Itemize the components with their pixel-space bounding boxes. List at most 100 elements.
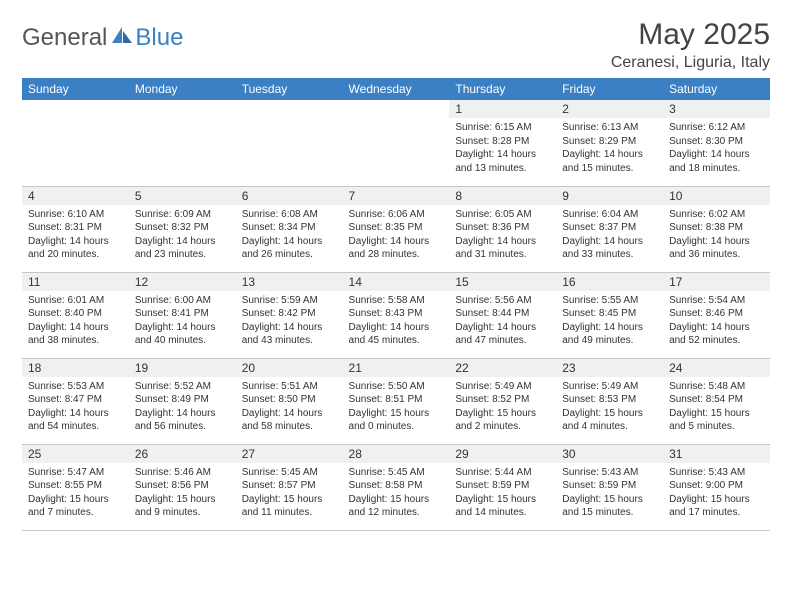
day-details: Sunrise: 5:59 AMSunset: 8:42 PMDaylight:… <box>236 291 343 352</box>
day-number: 17 <box>663 273 770 291</box>
daylight-text: Daylight: 14 hours and 33 minutes. <box>562 235 657 262</box>
sunrise-text: Sunrise: 6:12 AM <box>669 121 764 135</box>
day-details: Sunrise: 6:06 AMSunset: 8:35 PMDaylight:… <box>343 205 450 266</box>
sunset-text: Sunset: 8:37 PM <box>562 221 657 235</box>
day-number: 4 <box>22 187 129 205</box>
day-details: Sunrise: 6:09 AMSunset: 8:32 PMDaylight:… <box>129 205 236 266</box>
daylight-text: Daylight: 14 hours and 28 minutes. <box>349 235 444 262</box>
day-number: 22 <box>449 359 556 377</box>
day-number: 29 <box>449 445 556 463</box>
calendar-week-row: 25Sunrise: 5:47 AMSunset: 8:55 PMDayligh… <box>22 444 770 530</box>
calendar-day-cell: 27Sunrise: 5:45 AMSunset: 8:57 PMDayligh… <box>236 444 343 530</box>
calendar-day-cell: 19Sunrise: 5:52 AMSunset: 8:49 PMDayligh… <box>129 358 236 444</box>
sunset-text: Sunset: 8:32 PM <box>135 221 230 235</box>
day-details: Sunrise: 5:54 AMSunset: 8:46 PMDaylight:… <box>663 291 770 352</box>
calendar-day-cell: 7Sunrise: 6:06 AMSunset: 8:35 PMDaylight… <box>343 186 450 272</box>
calendar-week-row: 4Sunrise: 6:10 AMSunset: 8:31 PMDaylight… <box>22 186 770 272</box>
sunrise-text: Sunrise: 5:58 AM <box>349 294 444 308</box>
calendar-day-cell: 21Sunrise: 5:50 AMSunset: 8:51 PMDayligh… <box>343 358 450 444</box>
day-number: 11 <box>22 273 129 291</box>
calendar-day-cell: 17Sunrise: 5:54 AMSunset: 8:46 PMDayligh… <box>663 272 770 358</box>
sunset-text: Sunset: 8:28 PM <box>455 135 550 149</box>
sunrise-text: Sunrise: 6:10 AM <box>28 208 123 222</box>
day-number: 16 <box>556 273 663 291</box>
day-number: 26 <box>129 445 236 463</box>
daylight-text: Daylight: 15 hours and 14 minutes. <box>455 493 550 520</box>
sunset-text: Sunset: 8:58 PM <box>349 479 444 493</box>
sunrise-text: Sunrise: 5:56 AM <box>455 294 550 308</box>
logo: General Blue <box>22 24 183 52</box>
calendar-week-row: 1Sunrise: 6:15 AMSunset: 8:28 PMDaylight… <box>22 100 770 186</box>
day-details: Sunrise: 5:43 AMSunset: 9:00 PMDaylight:… <box>663 463 770 524</box>
sunset-text: Sunset: 8:45 PM <box>562 307 657 321</box>
sunset-text: Sunset: 8:34 PM <box>242 221 337 235</box>
day-number: 1 <box>449 100 556 118</box>
weekday-header: Wednesday <box>343 78 450 100</box>
day-number: 18 <box>22 359 129 377</box>
daylight-text: Daylight: 14 hours and 54 minutes. <box>28 407 123 434</box>
sunset-text: Sunset: 8:41 PM <box>135 307 230 321</box>
sunrise-text: Sunrise: 5:52 AM <box>135 380 230 394</box>
calendar-day-cell <box>236 100 343 186</box>
sunrise-text: Sunrise: 6:08 AM <box>242 208 337 222</box>
calendar-day-cell: 31Sunrise: 5:43 AMSunset: 9:00 PMDayligh… <box>663 444 770 530</box>
daylight-text: Daylight: 15 hours and 11 minutes. <box>242 493 337 520</box>
sunset-text: Sunset: 8:52 PM <box>455 393 550 407</box>
day-number: 3 <box>663 100 770 118</box>
sunset-text: Sunset: 8:53 PM <box>562 393 657 407</box>
day-details: Sunrise: 5:44 AMSunset: 8:59 PMDaylight:… <box>449 463 556 524</box>
calendar-day-cell: 30Sunrise: 5:43 AMSunset: 8:59 PMDayligh… <box>556 444 663 530</box>
day-number: 30 <box>556 445 663 463</box>
sunset-text: Sunset: 8:47 PM <box>28 393 123 407</box>
day-number: 8 <box>449 187 556 205</box>
sunrise-text: Sunrise: 5:45 AM <box>242 466 337 480</box>
calendar-day-cell <box>22 100 129 186</box>
day-number: 25 <box>22 445 129 463</box>
daylight-text: Daylight: 14 hours and 47 minutes. <box>455 321 550 348</box>
calendar-day-cell: 20Sunrise: 5:51 AMSunset: 8:50 PMDayligh… <box>236 358 343 444</box>
weekday-header: Thursday <box>449 78 556 100</box>
day-number: 9 <box>556 187 663 205</box>
location: Ceranesi, Liguria, Italy <box>611 54 770 72</box>
day-number: 20 <box>236 359 343 377</box>
sunset-text: Sunset: 8:42 PM <box>242 307 337 321</box>
daylight-text: Daylight: 14 hours and 15 minutes. <box>562 148 657 175</box>
day-number: 10 <box>663 187 770 205</box>
calendar-day-cell: 9 Sunrise: 6:04 AMSunset: 8:37 PMDaylight… <box>556 186 663 272</box>
calendar-day-cell: 23Sunrise: 5:49 AMSunset: 8:53 PMDayligh… <box>556 358 663 444</box>
calendar-day-cell: 2 Sunrise: 6:13 AMSunset: 8:29 PMDaylight… <box>556 100 663 186</box>
sunrise-text: Sunrise: 6:04 AM <box>562 208 657 222</box>
daylight-text: Daylight: 14 hours and 45 minutes. <box>349 321 444 348</box>
day-number: 2 <box>556 100 663 118</box>
sunset-text: Sunset: 8:40 PM <box>28 307 123 321</box>
calendar-table: Sunday Monday Tuesday Wednesday Thursday… <box>22 78 770 531</box>
sunrise-text: Sunrise: 5:49 AM <box>562 380 657 394</box>
day-details: Sunrise: 5:49 AMSunset: 8:53 PMDaylight:… <box>556 377 663 438</box>
day-details: Sunrise: 6:15 AMSunset: 8:28 PMDaylight:… <box>449 118 556 179</box>
sunset-text: Sunset: 8:29 PM <box>562 135 657 149</box>
weekday-header: Friday <box>556 78 663 100</box>
weekday-header: Saturday <box>663 78 770 100</box>
sunrise-text: Sunrise: 5:51 AM <box>242 380 337 394</box>
day-details: Sunrise: 6:00 AMSunset: 8:41 PMDaylight:… <box>129 291 236 352</box>
sunrise-text: Sunrise: 6:09 AM <box>135 208 230 222</box>
sunrise-text: Sunrise: 6:05 AM <box>455 208 550 222</box>
sunset-text: Sunset: 8:49 PM <box>135 393 230 407</box>
sunrise-text: Sunrise: 5:55 AM <box>562 294 657 308</box>
day-number: 14 <box>343 273 450 291</box>
calendar-day-cell: 8Sunrise: 6:05 AMSunset: 8:36 PMDaylight… <box>449 186 556 272</box>
sunrise-text: Sunrise: 6:13 AM <box>562 121 657 135</box>
calendar-day-cell: 25Sunrise: 5:47 AMSunset: 8:55 PMDayligh… <box>22 444 129 530</box>
day-number: 13 <box>236 273 343 291</box>
day-number: 21 <box>343 359 450 377</box>
daylight-text: Daylight: 14 hours and 18 minutes. <box>669 148 764 175</box>
calendar-day-cell: 16Sunrise: 5:55 AMSunset: 8:45 PMDayligh… <box>556 272 663 358</box>
daylight-text: Daylight: 14 hours and 58 minutes. <box>242 407 337 434</box>
daylight-text: Daylight: 15 hours and 17 minutes. <box>669 493 764 520</box>
day-details: Sunrise: 5:45 AMSunset: 8:58 PMDaylight:… <box>343 463 450 524</box>
calendar-day-cell: 28Sunrise: 5:45 AMSunset: 8:58 PMDayligh… <box>343 444 450 530</box>
day-details: Sunrise: 5:53 AMSunset: 8:47 PMDaylight:… <box>22 377 129 438</box>
sunset-text: Sunset: 8:57 PM <box>242 479 337 493</box>
day-number: 12 <box>129 273 236 291</box>
day-details: Sunrise: 5:48 AMSunset: 8:54 PMDaylight:… <box>663 377 770 438</box>
